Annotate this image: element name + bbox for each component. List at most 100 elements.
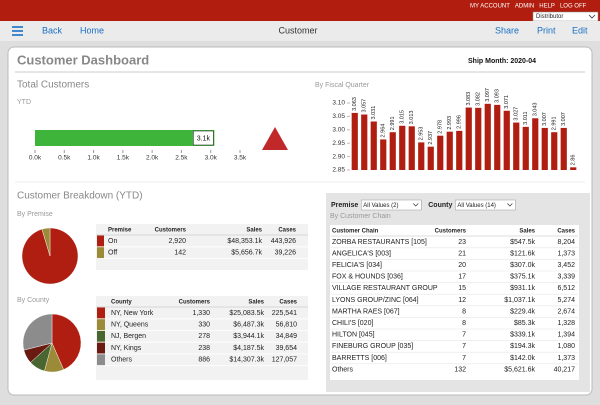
swatch [97, 342, 105, 354]
table-cell: 3,452 [557, 262, 575, 269]
top-link[interactable]: ADMIN [515, 4, 534, 10]
row-customers: 330 [198, 322, 210, 329]
column-header: Customer Chain [332, 229, 379, 235]
row-cases: 56,810 [276, 322, 298, 329]
bullet-bar [35, 130, 215, 146]
filter-label: County [428, 202, 452, 209]
table-cell: 7 [462, 355, 466, 362]
column-header: Sales [519, 229, 535, 235]
data-label: 3.083 [466, 92, 472, 106]
table-cell: 8 [462, 308, 466, 315]
swatch [97, 247, 104, 259]
table-cell: 2,674 [557, 308, 575, 315]
home-link[interactable]: Home [80, 25, 104, 35]
table-cell: $339.1k [510, 332, 535, 339]
table-cell: 7 [462, 332, 466, 339]
y-tick-label: 3.10 [332, 100, 345, 107]
role-select-value[interactable]: Distributor [536, 14, 563, 20]
row-cases: 127,057 [272, 357, 297, 364]
data-label: 3.013 [409, 111, 415, 125]
data-label: 3.007 [561, 112, 567, 126]
data-label: 2.996 [457, 115, 463, 129]
data-label: 2.978 [438, 120, 444, 134]
y-tick-label: 3.05 [332, 113, 345, 120]
row-name: NY, Queens [111, 322, 149, 329]
top-link[interactable]: MY ACCOUNT [470, 4, 510, 10]
row-customers: 238 [198, 345, 210, 352]
table-cell: 17 [458, 274, 466, 281]
table-cell: $547.5k [510, 239, 535, 246]
bar [456, 130, 463, 170]
x-tick-label: 3.5k [234, 155, 247, 162]
bar [408, 126, 415, 170]
row-cases: 39,226 [275, 250, 297, 257]
table-cell: $1,037.1k [504, 297, 535, 304]
column-header: Cases [279, 300, 297, 306]
column-header: Customers [179, 300, 211, 306]
menu-icon[interactable] [12, 26, 23, 36]
data-label: 2.991 [552, 116, 558, 130]
nav-action[interactable]: Print [537, 25, 556, 35]
table-cell: LYONS GROUP/ZINC [064] [332, 297, 419, 304]
row-cases: 225,541 [272, 310, 297, 317]
x-tick-label: 0.5k [58, 155, 71, 162]
row-customers: 278 [198, 333, 210, 340]
table-cell: $194.3k [510, 343, 535, 350]
select-arrow [507, 203, 513, 207]
y-tick-label: 2.85 [332, 167, 345, 174]
data-label: 3.015 [400, 110, 406, 124]
y-tick-label: 3.00 [332, 127, 345, 134]
filter-select[interactable] [455, 199, 516, 211]
bar [427, 146, 434, 170]
table-cell: 5,274 [557, 297, 575, 304]
column-header: Customers [435, 229, 467, 235]
filter-value[interactable]: All Values (14) [457, 203, 496, 209]
table-cell: 6,512 [557, 285, 575, 292]
x-tick-label: 2.5k [175, 155, 188, 162]
table-cell: $5,621.6k [504, 366, 535, 373]
data-label: 3.063 [352, 97, 358, 111]
bar [370, 121, 377, 170]
row-name: Off [108, 250, 117, 257]
row-sales: $6,487.3k [233, 322, 264, 329]
swatch [97, 235, 104, 247]
select-arrow [413, 203, 419, 207]
bar [560, 127, 567, 170]
x-tick-label: 0.0k [29, 155, 42, 162]
bar [532, 118, 539, 170]
table-cell: $307.0k [510, 262, 535, 269]
nav-action[interactable]: Edit [572, 25, 588, 35]
top-link[interactable]: HELP [539, 4, 555, 10]
filter-label: Premise [331, 202, 358, 209]
nav-bar [0, 21, 600, 41]
column-header: Customers [155, 228, 187, 234]
table-cell: CHILI'S [020] [332, 320, 373, 327]
table-cell: $121.6k [510, 250, 535, 257]
table-cell: FOX & HOUNDS [036] [332, 274, 403, 281]
nav-title: Customer [278, 25, 317, 35]
row-sales: $25,083.5k [229, 310, 264, 317]
data-label: 3.071 [504, 95, 510, 109]
nav-action[interactable]: Share [495, 25, 519, 35]
swatch [97, 319, 105, 331]
table-cell: 15 [458, 285, 466, 292]
swatch [97, 354, 105, 366]
x-tick-label: 1.5k [117, 155, 130, 162]
top-bar [0, 0, 600, 21]
column-header: Cases [278, 228, 296, 234]
bar [351, 112, 358, 170]
filter-select[interactable] [361, 199, 422, 211]
table-cell: 1,080 [557, 343, 575, 350]
trend-indicator [262, 127, 288, 150]
table-cell: 8,204 [557, 239, 575, 246]
data-label: 2.937 [428, 131, 434, 145]
top-link[interactable]: LOG OFF [560, 4, 587, 10]
filter-value[interactable]: All Values (2) [363, 203, 398, 209]
back-link[interactable]: Back [42, 25, 63, 35]
row-sales: $5,656.7k [231, 250, 262, 257]
column-header: Sales [246, 228, 262, 234]
bar [551, 132, 558, 170]
row-sales: $3,944.1k [233, 333, 264, 340]
table-cell: 8 [462, 320, 466, 327]
